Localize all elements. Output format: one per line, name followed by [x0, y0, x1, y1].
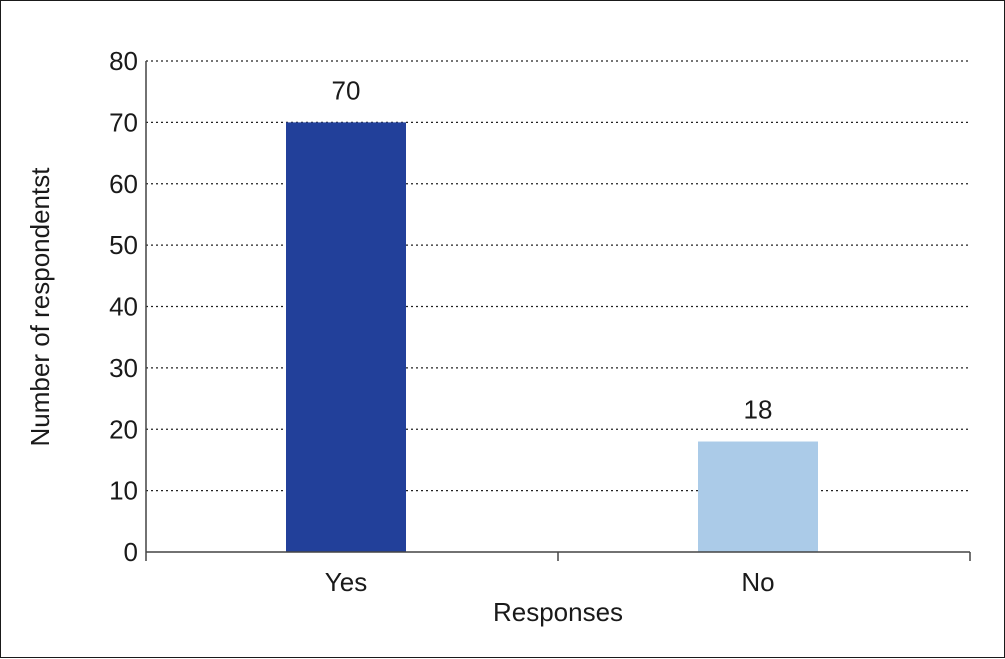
x-axis [145, 61, 971, 561]
y-tick-label: 80 [109, 46, 138, 76]
y-tick-label: 60 [109, 169, 138, 199]
data-labels: 70 18 [332, 75, 773, 424]
y-tick-label: 20 [109, 414, 138, 444]
y-tick-label: 50 [109, 230, 138, 260]
bars [286, 122, 818, 552]
x-tick-label-yes: Yes [325, 567, 367, 597]
x-tick-label-no: No [741, 567, 774, 597]
y-tick-label: 70 [109, 107, 138, 137]
x-axis-ticks: Yes No [325, 567, 775, 597]
y-tick-label: 40 [109, 292, 138, 322]
y-tick-label: 0 [124, 537, 138, 567]
data-label-yes: 70 [332, 75, 361, 105]
bar-no [698, 441, 818, 552]
y-axis-title: Number of respondentst [25, 167, 55, 447]
gridlines [146, 60, 970, 492]
y-tick-label: 10 [109, 476, 138, 506]
bar-yes [286, 122, 406, 552]
y-axis-ticks: 0 10 20 30 40 50 60 70 80 [109, 46, 138, 567]
y-tick-label: 30 [109, 353, 138, 383]
data-label-no: 18 [744, 395, 773, 425]
x-axis-title: Responses [493, 597, 623, 627]
